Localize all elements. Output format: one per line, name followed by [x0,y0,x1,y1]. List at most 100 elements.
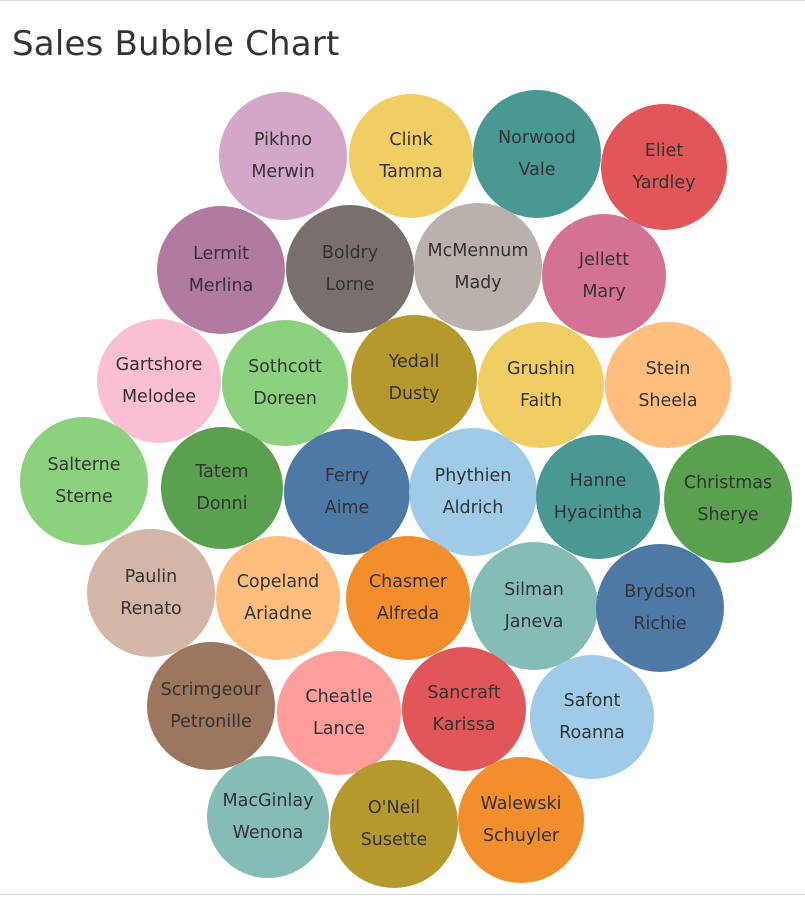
bubble-label: Hyacintha [554,503,643,523]
bubble[interactable]: Silman Janeva [470,542,598,670]
bubble[interactable]: Tatem Donni [161,427,283,549]
bubble-label: Karissa [433,715,496,735]
bubble-circle[interactable] [542,214,666,338]
bubble-circle[interactable] [414,203,542,331]
bubble-circle[interactable] [605,322,731,448]
bubble-circle[interactable] [458,757,584,883]
bubble[interactable]: Grushin Faith [478,322,604,448]
bubble-label: Petronille [170,712,252,732]
bubble-circle[interactable] [216,536,340,660]
bubble-label: Jellett [578,250,629,270]
bubble-label: Christmas [684,473,772,493]
bubble-label: Chasmer [369,572,448,592]
bubble-circle[interactable] [402,647,526,771]
chart-title: Sales Bubble Chart [12,24,340,64]
bubble-circle[interactable] [596,544,724,672]
bubble[interactable]: Jellett Mary [542,214,666,338]
bubble-label: Yardley [632,173,696,193]
bubble[interactable]: Copeland Ariadne [216,536,340,660]
bubble-label: Melodee [122,387,196,407]
bubble-label: Yedall [388,352,440,372]
bubble[interactable]: Christmas Sherye [664,435,792,563]
bubble-circle[interactable] [222,320,348,446]
bottom-divider [0,894,805,895]
bubble[interactable]: Eliet Yardley [601,104,727,230]
bubble-label: MacGinlay [223,791,314,811]
bubble-circle[interactable] [277,651,401,775]
bubble-label: Ferry [325,466,369,486]
bubble-circle[interactable] [536,435,660,559]
bubble[interactable]: Hanne Hyacintha [536,435,660,559]
bubble-circle[interactable] [219,92,347,220]
bubble[interactable]: Salterne Sterne [20,417,148,545]
bubble-label: Tatem [194,462,248,482]
bubble-label: Gartshore [116,355,203,375]
bubble[interactable]: Safont Roanna [530,655,654,779]
bubble[interactable]: Sancraft Karissa [402,647,526,771]
bubble[interactable]: Cheatle Lance [277,651,401,775]
bubble[interactable]: Pikhno Merwin [219,92,347,220]
bubble-circle[interactable] [286,205,414,333]
bubble[interactable]: Ferry Aime [284,429,410,555]
bubble-circle[interactable] [409,428,537,556]
bubble[interactable]: Brydson Richie [596,544,724,672]
bubble-circle[interactable] [349,94,473,218]
bubble-label: Sancraft [427,683,500,703]
bubble-label: McMennum [428,241,529,261]
bubble[interactable]: Paulin Renato [87,529,215,657]
bubble-circle[interactable] [97,319,221,443]
bubble-label: Mary [582,282,625,302]
bubble-circle[interactable] [601,104,727,230]
bubble-circle[interactable] [147,642,275,770]
bubble[interactable]: Lermit Merlina [157,206,285,334]
bubble-label: Merwin [251,162,314,182]
bubble-circle[interactable] [346,536,470,660]
bubble-label: Scrimgeour [161,680,263,700]
bubble[interactable]: Phythien Aldrich [409,428,537,556]
bubble-label: Phythien [435,466,512,486]
bubble-circle[interactable] [330,760,458,888]
bubble[interactable]: Gartshore Melodee [97,319,221,443]
bubble-circle[interactable] [20,417,148,545]
bubble-label: Hanne [570,471,627,491]
bubble[interactable]: McMennum Mady [414,203,542,331]
bubble-circle[interactable] [478,322,604,448]
bubble[interactable]: Scrimgeour Petronille [147,642,275,770]
bubble[interactable]: Yedall Dusty [351,315,477,441]
bubble[interactable]: Clink Tamma [349,94,473,218]
bubble[interactable]: Sothcott Doreen [222,320,348,446]
bubble-circle[interactable] [207,756,329,878]
bubble-label: Sothcott [248,357,322,377]
bubble-label: Safont [564,691,621,711]
bubble-label: Faith [520,391,562,411]
bubble-circle[interactable] [530,655,654,779]
bubble[interactable]: Chasmer Alfreda [346,536,470,660]
bubble-circle[interactable] [87,529,215,657]
bubble[interactable]: Stein Sheela [605,322,731,448]
bubble-circle[interactable] [664,435,792,563]
bubble-circle[interactable] [473,90,601,218]
bubble-label: Dusty [389,384,440,404]
bubble-label: Wenona [233,823,304,843]
bubble-label: Aime [325,498,370,518]
bubble-label: Pikhno [254,130,312,150]
bubble-circle[interactable] [157,206,285,334]
bubble[interactable]: Walewski Schuyler [458,757,584,883]
top-divider [0,0,805,1]
bubble[interactable]: Norwood Vale [473,90,601,218]
bubble-label: Paulin [125,567,177,587]
bubble-label: Eliet [645,141,684,161]
bubble-label: Sherye [697,505,758,525]
bubble-label: Renato [120,599,182,619]
bubble[interactable]: O'Neil Susette [330,760,458,888]
bubble-circle[interactable] [161,427,283,549]
bubble-label: Sheela [638,391,697,411]
bubble-label: Doreen [253,389,317,409]
bubble-circle[interactable] [470,542,598,670]
bubble[interactable]: Boldry Lorne [286,205,414,333]
bubble-circle[interactable] [284,429,410,555]
bubble[interactable]: MacGinlay Wenona [207,756,329,878]
bubble-label: Roanna [559,723,625,743]
bubble-label: Richie [633,614,686,634]
bubble-circle[interactable] [351,315,477,441]
